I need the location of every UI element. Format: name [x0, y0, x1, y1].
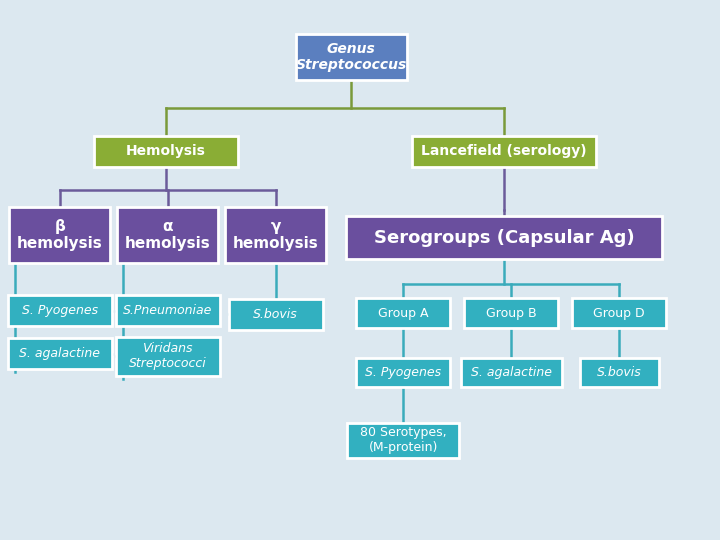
Text: Group D: Group D: [593, 307, 645, 320]
FancyBboxPatch shape: [9, 206, 110, 263]
FancyBboxPatch shape: [348, 422, 459, 458]
Text: γ
hemolysis: γ hemolysis: [233, 219, 319, 251]
FancyBboxPatch shape: [117, 206, 218, 263]
Text: Serogroups (Capsular Ag): Serogroups (Capsular Ag): [374, 228, 634, 247]
FancyBboxPatch shape: [116, 337, 220, 376]
FancyBboxPatch shape: [572, 298, 666, 328]
FancyBboxPatch shape: [412, 136, 596, 167]
Text: S.Pneumoniae: S.Pneumoniae: [123, 304, 212, 317]
Text: S.bovis: S.bovis: [253, 308, 298, 321]
Text: 80 Serotypes,
(M-protein): 80 Serotypes, (M-protein): [360, 426, 446, 454]
FancyBboxPatch shape: [296, 33, 408, 79]
Text: Genus
Streptococcus: Genus Streptococcus: [296, 42, 407, 72]
FancyBboxPatch shape: [464, 298, 558, 328]
FancyBboxPatch shape: [8, 295, 112, 326]
Text: Viridans
Streptococci: Viridans Streptococci: [129, 342, 207, 370]
FancyBboxPatch shape: [356, 298, 450, 328]
Text: Group A: Group A: [378, 307, 428, 320]
Text: β
hemolysis: β hemolysis: [17, 219, 103, 251]
Text: S.bovis: S.bovis: [597, 366, 642, 379]
FancyBboxPatch shape: [116, 295, 220, 326]
Text: S. agalactine: S. agalactine: [471, 366, 552, 379]
FancyBboxPatch shape: [229, 299, 323, 330]
FancyBboxPatch shape: [94, 136, 238, 167]
Text: Hemolysis: Hemolysis: [126, 144, 205, 158]
Text: S. Pyogenes: S. Pyogenes: [22, 304, 98, 317]
FancyBboxPatch shape: [356, 358, 450, 388]
Text: α
hemolysis: α hemolysis: [125, 219, 211, 251]
Text: S. agalactine: S. agalactine: [19, 347, 100, 360]
Text: Group B: Group B: [486, 307, 536, 320]
FancyBboxPatch shape: [8, 338, 112, 369]
Text: S. Pyogenes: S. Pyogenes: [365, 366, 441, 379]
FancyBboxPatch shape: [225, 206, 326, 263]
FancyBboxPatch shape: [580, 358, 659, 388]
Text: Lancefield (serology): Lancefield (serology): [421, 144, 587, 158]
FancyBboxPatch shape: [346, 216, 662, 259]
FancyBboxPatch shape: [461, 358, 562, 388]
